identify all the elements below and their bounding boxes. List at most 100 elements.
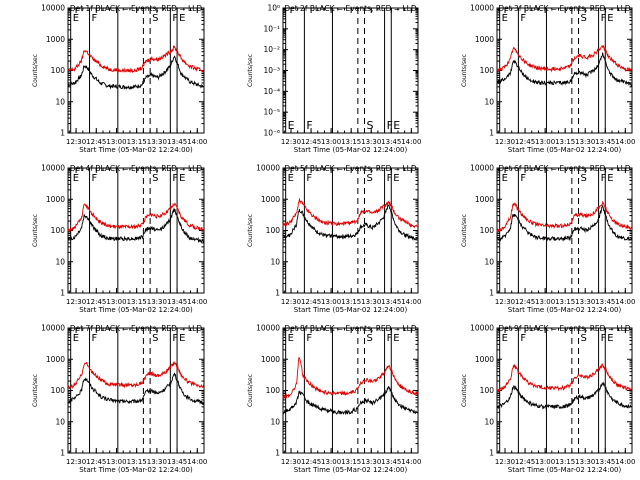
x-tick-label: 13:45 [595,138,615,146]
x-tick-label: 13:15 [127,458,147,466]
y-tick-label: 1000 [46,195,65,204]
y-tick-label: 10000 [41,4,65,13]
y-tick-label: 10000 [470,164,494,173]
y-tick-label: 1 [60,129,65,138]
panel-det-4: Det 4f BLACK = Events, RED = LLD Counts/s… [32,164,207,315]
interval-marker-label: F [520,13,526,24]
x-tick-label: 12:45 [86,298,106,306]
x-tick-label: 13:15 [555,138,575,146]
interval-marker-label: E [288,333,294,344]
events-series-line [496,52,632,87]
interval-marker-label: F [172,13,178,24]
interval-marker-label: S [367,333,373,344]
x-axis-label: Start Time (05-Mar-02 12:24:00) [508,466,622,474]
x-tick-label: 13:30 [147,458,167,466]
x-tick-label: 12:45 [301,458,321,466]
x-tick-label: 13:30 [575,298,595,306]
events-series-line [496,381,633,410]
interval-marker-label: F [92,13,98,24]
interval-marker-label: S [367,119,374,132]
events-series-line [282,203,418,241]
x-tick-label: 12:30 [495,298,515,306]
x-tick-label: 13:00 [535,458,555,466]
y-axis-label: Counts/sec [247,54,254,87]
x-tick-label: 13:45 [381,458,401,466]
x-tick-label: 14:00 [187,298,207,306]
x-tick-label: 14:00 [401,298,421,306]
y-axis-label: Counts/sec [32,214,39,247]
lld-series-line [496,200,632,233]
y-tick-label: 10 [270,417,280,426]
interval-marker-label: E [179,333,185,344]
x-tick-label: 12:45 [515,138,535,146]
y-tick-label: 10 [484,97,494,106]
y-tick-label: 100 [51,66,66,75]
x-tick-label: 13:45 [167,458,187,466]
interval-marker-label: F [387,119,393,132]
x-tick-label: 12:30 [66,138,86,146]
x-tick-label: 13:30 [575,458,595,466]
x-tick-label: 13:30 [147,138,167,146]
y-tick-label: 10 [55,257,65,266]
panel-title: Det 9f BLACK = Events, RED = LLD [498,324,631,333]
y-tick-label: 10000 [470,4,494,13]
interval-marker-label: S [152,13,158,24]
interval-marker-label: S [367,173,373,184]
y-tick-label: 1000 [46,35,65,44]
interval-marker-label: E [393,119,400,132]
panel-det-6: Det 6f BLACK = Events, RED = LLD Counts/s… [461,164,635,315]
interval-marker-label: E [502,13,508,24]
y-tick-label: 10 [484,417,494,426]
panel-title: Det 1f BLACK = Events, RED = LLD [70,4,203,13]
interval-marker-label: F [601,173,607,184]
interval-marker-label: E [502,333,508,344]
x-tick-label: 13:45 [167,138,187,146]
interval-marker-label: E [607,333,613,344]
x-tick-label: 13:00 [106,298,126,306]
interval-marker-label: E [607,13,613,24]
interval-marker-label: S [581,333,587,344]
x-tick-label: 12:45 [515,298,535,306]
y-tick-label: 1000 [261,355,280,364]
interval-marker-label: S [152,173,158,184]
y-tick-label: 10000 [41,164,65,173]
x-tick-label: 13:00 [106,458,126,466]
plot-frame [282,167,419,294]
x-tick-label: 12:30 [281,458,301,466]
panel-det-3: Det 3f BLACK = Events, RED = LLD Counts/s… [461,4,635,155]
panel-title: Det 3f BLACK = Events, RED = LLD [498,4,631,13]
x-tick-label: 13:00 [106,138,126,146]
panel-title: Det 8f BLACK = Events, RED = LLD [284,324,417,333]
x-tick-label: 13:45 [381,298,401,306]
y-tick-label: 1000 [261,195,280,204]
y-tick-label: 100 [51,226,66,235]
interval-marker-label: E [288,119,295,132]
x-tick-label: 13:45 [381,138,401,146]
interval-marker-label: F [601,13,607,24]
y-tick-label: 10000 [41,324,65,333]
panel-title: Det 2f BLACK = Events, RED = LLD [284,4,417,13]
events-series-line [67,208,204,243]
lld-series-line [67,44,204,74]
interval-marker-label: E [502,173,508,184]
interval-marker-label: F [172,173,178,184]
x-tick-label: 14:00 [615,298,635,306]
y-tick-label: 10⁻⁶ [263,129,280,138]
panel-title: Det 7f BLACK = Events, RED = LLD [70,324,203,333]
interval-marker-label: S [581,13,587,24]
lld-series-line [67,361,204,390]
y-axis-label: Counts/sec [461,214,468,247]
interval-marker-label: F [520,333,526,344]
x-tick-label: 13:30 [147,298,167,306]
panel-det-1: Det 1f BLACK = Events, RED = LLD Counts/s… [32,4,207,155]
x-axis-label: Start Time (05-Mar-02 12:24:00) [79,306,193,314]
interval-marker-label: F [520,173,526,184]
interval-marker-label: E [393,333,399,344]
y-axis-label: Counts/sec [32,374,39,407]
y-tick-label: 100 [480,226,495,235]
events-series-line [282,386,418,416]
y-tick-label: 10⁰ [267,4,280,13]
y-tick-label: 1 [275,289,280,298]
x-tick-label: 13:45 [595,298,615,306]
panel-title: Det 6f BLACK = Events, RED = LLD [498,164,631,173]
